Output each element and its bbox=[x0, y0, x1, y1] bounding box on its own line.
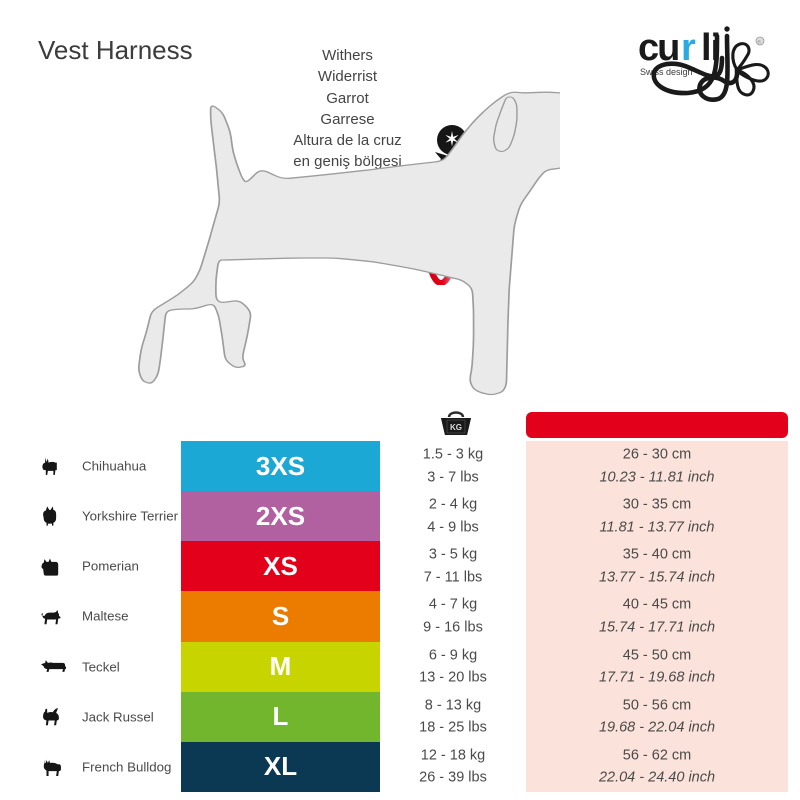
svg-text:KG: KG bbox=[450, 423, 462, 432]
svg-text:Swiss design: Swiss design bbox=[640, 67, 693, 77]
svg-text:R: R bbox=[758, 40, 762, 46]
svg-text:r: r bbox=[681, 27, 696, 69]
svg-text:l: l bbox=[701, 27, 710, 69]
